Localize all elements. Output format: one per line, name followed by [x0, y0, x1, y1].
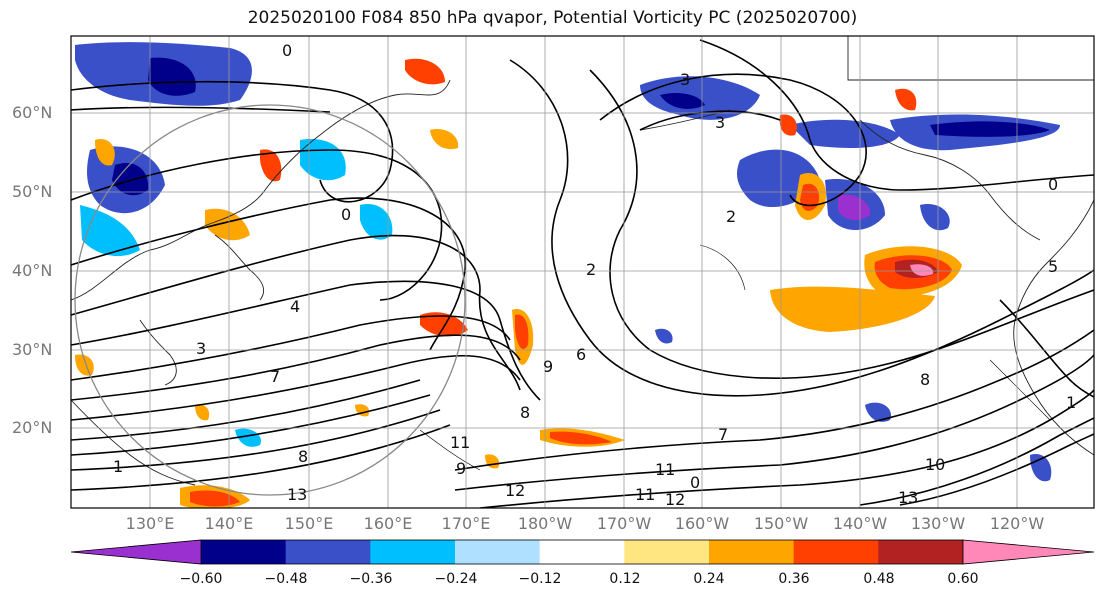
contour-label: 8 — [520, 403, 530, 422]
range-circle — [74, 104, 466, 496]
colorbar-swatch — [370, 540, 456, 564]
colorbar-tick-label: −0.48 — [264, 571, 308, 587]
colorbar-tick-label: 0.24 — [693, 571, 725, 587]
colorbar — [200, 539, 964, 565]
contour-label: 11 — [450, 433, 470, 452]
contour-label: 1 — [1066, 393, 1076, 412]
lon-label: 130°E — [125, 514, 175, 533]
colorbar-tick-label: −0.36 — [349, 571, 393, 587]
colorbar-swatch — [793, 540, 879, 564]
lat-label: 20°N — [12, 418, 53, 437]
colorbar-tick-label: −0.12 — [518, 571, 562, 587]
contour-label: 7 — [270, 367, 280, 386]
contour-label: 0 — [282, 41, 292, 60]
contour-label: 13 — [287, 485, 307, 504]
lon-label: 150°W — [753, 514, 809, 533]
contour-label: 2 — [726, 207, 736, 226]
contour-label: 4 — [290, 297, 300, 316]
colorbar-extend-low — [70, 539, 202, 565]
lat-label: 50°N — [12, 182, 53, 201]
contour-labels: 0 0 0 0 2 2 3 3 3 4 5 6 7 7 8 8 8 9 9 10… — [113, 41, 1076, 509]
colorbar-tick-label: 0.12 — [609, 571, 641, 587]
colorbar-tick-label: −0.60 — [179, 571, 223, 587]
contour-label: 3 — [680, 70, 690, 89]
lon-label: 160°W — [674, 514, 730, 533]
contour-label: 7 — [718, 425, 728, 444]
colorbar-tick-label: −0.24 — [434, 571, 478, 587]
pv-contours-thin — [419, 244, 1051, 471]
colorbar-swatch — [201, 540, 287, 564]
colorbar-tick-label: 0.36 — [778, 571, 810, 587]
colorbar-swatch — [709, 540, 795, 564]
contour-label: 11 — [635, 485, 655, 504]
pv-contours — [71, 39, 1094, 508]
lon-label: 140°W — [832, 514, 888, 533]
contour-label: 0 — [690, 473, 700, 492]
map-plot-area: 0 0 0 0 2 2 3 3 3 4 5 6 7 7 8 8 8 9 9 10… — [71, 36, 1094, 509]
contour-label: 8 — [298, 447, 308, 466]
contour-label: 0 — [1048, 175, 1058, 194]
colorbar-extend-high — [962, 539, 1095, 565]
lon-label: 120°W — [989, 514, 1045, 533]
lon-label: 170°E — [441, 514, 491, 533]
lon-label: 160°E — [363, 514, 413, 533]
contour-label: 5 — [1048, 257, 1058, 276]
qvapor-fill-positive — [75, 58, 962, 508]
map-title: 2025020100 F084 850 hPa qvapor, Potentia… — [247, 8, 858, 28]
lon-label: 130°W — [910, 514, 966, 533]
contour-label: 2 — [586, 260, 596, 279]
contour-label: 9 — [543, 357, 553, 376]
contour-label: 12 — [505, 481, 525, 500]
contour-label: 8 — [920, 370, 930, 389]
colorbar-swatch — [624, 540, 710, 564]
colorbar-swatch — [878, 540, 964, 564]
colorbar-swatch — [455, 540, 541, 564]
contour-label: 0 — [341, 205, 351, 224]
lat-label: 40°N — [12, 261, 53, 280]
contour-label: 9 — [456, 459, 466, 478]
grid-lines — [71, 36, 1094, 508]
colorbar-tick-label: 0.60 — [947, 571, 979, 587]
contour-label: 11 — [655, 460, 675, 479]
colorbar-swatch — [285, 540, 371, 564]
lon-label: 180°W — [517, 514, 573, 533]
lat-label: 30°N — [12, 340, 53, 359]
map-frame — [70, 35, 1095, 509]
lat-label: 60°N — [12, 103, 53, 122]
lon-label: 170°W — [596, 514, 652, 533]
contour-label: 3 — [196, 339, 206, 358]
contour-label: 6 — [576, 345, 586, 364]
colorbar-tick-label: 0.48 — [863, 571, 895, 587]
colorbar-swatch — [539, 540, 625, 564]
contour-label: 13 — [898, 488, 918, 507]
contour-label: 10 — [925, 455, 945, 474]
contour-label: 3 — [715, 113, 725, 132]
lon-label: 140°E — [204, 514, 254, 533]
contour-label: 12 — [665, 490, 685, 509]
lon-label: 150°E — [284, 514, 334, 533]
contour-label: 1 — [113, 457, 123, 476]
